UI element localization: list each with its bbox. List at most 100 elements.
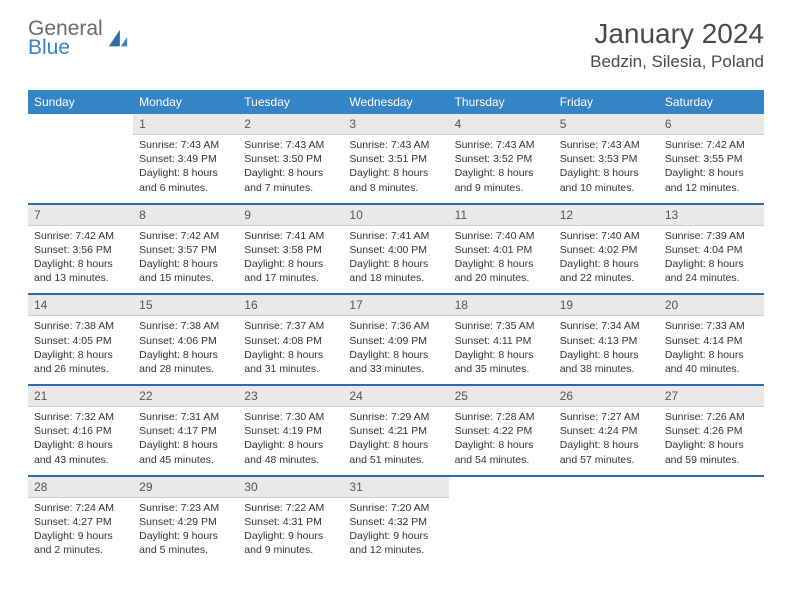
day-text-cell: Sunrise: 7:35 AMSunset: 4:11 PMDaylight:… bbox=[449, 316, 554, 385]
day-detail-line: Daylight: 8 hours bbox=[349, 348, 442, 362]
day-details: Sunrise: 7:43 AMSunset: 3:49 PMDaylight:… bbox=[133, 135, 238, 203]
day-detail-line: Sunrise: 7:30 AM bbox=[244, 410, 337, 424]
day-number: 5 bbox=[554, 114, 659, 135]
day-cell: 14 bbox=[28, 295, 133, 316]
day-detail-line: Daylight: 8 hours bbox=[455, 257, 548, 271]
day-detail-line: and 26 minutes. bbox=[34, 362, 127, 376]
day-detail-line: and 13 minutes. bbox=[34, 271, 127, 285]
day-cell: 22 bbox=[133, 386, 238, 407]
week-daynum-row: 123456 bbox=[28, 114, 764, 135]
day-detail-line: Daylight: 8 hours bbox=[560, 438, 653, 452]
day-cell: 4 bbox=[449, 114, 554, 135]
day-detail-line: Daylight: 8 hours bbox=[349, 257, 442, 271]
day-text-cell: Sunrise: 7:43 AMSunset: 3:51 PMDaylight:… bbox=[343, 135, 448, 204]
day-detail-line: Sunrise: 7:22 AM bbox=[244, 501, 337, 515]
day-detail-line: and 15 minutes. bbox=[139, 271, 232, 285]
day-detail-line: Sunrise: 7:29 AM bbox=[349, 410, 442, 424]
day-number: 22 bbox=[133, 386, 238, 407]
day-detail-line: Sunset: 4:11 PM bbox=[455, 334, 548, 348]
weekday-header: Tuesday bbox=[238, 90, 343, 114]
day-detail-line: Daylight: 8 hours bbox=[560, 257, 653, 271]
weekday-header: Saturday bbox=[659, 90, 764, 114]
day-text-cell: Sunrise: 7:31 AMSunset: 4:17 PMDaylight:… bbox=[133, 407, 238, 476]
location-text: Bedzin, Silesia, Poland bbox=[590, 52, 764, 72]
day-text-cell: Sunrise: 7:27 AMSunset: 4:24 PMDaylight:… bbox=[554, 407, 659, 476]
day-detail-line: Sunrise: 7:40 AM bbox=[560, 229, 653, 243]
day-number: 18 bbox=[449, 295, 554, 316]
day-text-cell bbox=[659, 498, 764, 566]
day-detail-line: Sunset: 4:24 PM bbox=[560, 424, 653, 438]
day-text-cell: Sunrise: 7:41 AMSunset: 4:00 PMDaylight:… bbox=[343, 226, 448, 295]
day-detail-line: Sunset: 4:26 PM bbox=[665, 424, 758, 438]
day-detail-line: Daylight: 9 hours bbox=[244, 529, 337, 543]
day-number: 3 bbox=[343, 114, 448, 135]
day-detail-line: and 5 minutes. bbox=[139, 543, 232, 557]
day-cell: 8 bbox=[133, 205, 238, 226]
day-text-cell: Sunrise: 7:43 AMSunset: 3:53 PMDaylight:… bbox=[554, 135, 659, 204]
day-number: 4 bbox=[449, 114, 554, 135]
day-text-cell: Sunrise: 7:20 AMSunset: 4:32 PMDaylight:… bbox=[343, 498, 448, 566]
day-number: 31 bbox=[343, 477, 448, 498]
day-details: Sunrise: 7:36 AMSunset: 4:09 PMDaylight:… bbox=[343, 316, 448, 384]
day-detail-line: Daylight: 8 hours bbox=[139, 257, 232, 271]
day-details: Sunrise: 7:42 AMSunset: 3:55 PMDaylight:… bbox=[659, 135, 764, 203]
day-cell: 29 bbox=[133, 477, 238, 498]
day-cell: 15 bbox=[133, 295, 238, 316]
day-number: 13 bbox=[659, 205, 764, 226]
day-detail-line: and 40 minutes. bbox=[665, 362, 758, 376]
day-detail-line: and 17 minutes. bbox=[244, 271, 337, 285]
day-cell bbox=[659, 477, 764, 498]
day-detail-line: Sunset: 3:50 PM bbox=[244, 152, 337, 166]
day-text-cell: Sunrise: 7:38 AMSunset: 4:06 PMDaylight:… bbox=[133, 316, 238, 385]
day-cell bbox=[28, 114, 133, 135]
day-detail-line: Sunset: 4:09 PM bbox=[349, 334, 442, 348]
day-cell: 20 bbox=[659, 295, 764, 316]
day-number: 26 bbox=[554, 386, 659, 407]
day-details: Sunrise: 7:31 AMSunset: 4:17 PMDaylight:… bbox=[133, 407, 238, 475]
day-detail-line: Daylight: 8 hours bbox=[455, 438, 548, 452]
day-detail-line: and 43 minutes. bbox=[34, 453, 127, 467]
day-cell: 19 bbox=[554, 295, 659, 316]
day-text-cell: Sunrise: 7:36 AMSunset: 4:09 PMDaylight:… bbox=[343, 316, 448, 385]
day-details: Sunrise: 7:26 AMSunset: 4:26 PMDaylight:… bbox=[659, 407, 764, 475]
day-number: 1 bbox=[133, 114, 238, 135]
day-cell: 1 bbox=[133, 114, 238, 135]
day-cell: 17 bbox=[343, 295, 448, 316]
day-details: Sunrise: 7:33 AMSunset: 4:14 PMDaylight:… bbox=[659, 316, 764, 384]
day-detail-line: Sunset: 4:32 PM bbox=[349, 515, 442, 529]
day-detail-line: Daylight: 8 hours bbox=[34, 438, 127, 452]
day-detail-line: and 35 minutes. bbox=[455, 362, 548, 376]
week-text-row: Sunrise: 7:38 AMSunset: 4:05 PMDaylight:… bbox=[28, 316, 764, 385]
day-detail-line: Daylight: 8 hours bbox=[665, 257, 758, 271]
day-detail-line: Sunrise: 7:43 AM bbox=[560, 138, 653, 152]
day-detail-line: Sunset: 4:13 PM bbox=[560, 334, 653, 348]
logo-blue-text: Blue bbox=[28, 37, 103, 58]
day-detail-line: Sunrise: 7:23 AM bbox=[139, 501, 232, 515]
day-detail-line: and 2 minutes. bbox=[34, 543, 127, 557]
day-cell: 13 bbox=[659, 205, 764, 226]
day-detail-line: Sunrise: 7:31 AM bbox=[139, 410, 232, 424]
day-cell: 6 bbox=[659, 114, 764, 135]
day-cell: 21 bbox=[28, 386, 133, 407]
day-detail-line: Sunset: 4:14 PM bbox=[665, 334, 758, 348]
day-detail-line: Daylight: 8 hours bbox=[34, 348, 127, 362]
day-text-cell: Sunrise: 7:41 AMSunset: 3:58 PMDaylight:… bbox=[238, 226, 343, 295]
day-detail-line: Daylight: 8 hours bbox=[244, 348, 337, 362]
day-number: 28 bbox=[28, 477, 133, 498]
day-detail-line: Sunset: 3:51 PM bbox=[349, 152, 442, 166]
day-details: Sunrise: 7:28 AMSunset: 4:22 PMDaylight:… bbox=[449, 407, 554, 475]
day-cell: 7 bbox=[28, 205, 133, 226]
day-details: Sunrise: 7:39 AMSunset: 4:04 PMDaylight:… bbox=[659, 226, 764, 294]
day-number: 15 bbox=[133, 295, 238, 316]
day-detail-line: Sunrise: 7:41 AM bbox=[244, 229, 337, 243]
day-cell bbox=[449, 477, 554, 498]
day-cell: 3 bbox=[343, 114, 448, 135]
day-number: 7 bbox=[28, 205, 133, 226]
day-detail-line: Sunset: 3:56 PM bbox=[34, 243, 127, 257]
day-number: 30 bbox=[238, 477, 343, 498]
day-text-cell: Sunrise: 7:29 AMSunset: 4:21 PMDaylight:… bbox=[343, 407, 448, 476]
day-number: 21 bbox=[28, 386, 133, 407]
day-detail-line: Sunrise: 7:42 AM bbox=[34, 229, 127, 243]
day-detail-line: Sunset: 3:53 PM bbox=[560, 152, 653, 166]
day-detail-line: and 57 minutes. bbox=[560, 453, 653, 467]
